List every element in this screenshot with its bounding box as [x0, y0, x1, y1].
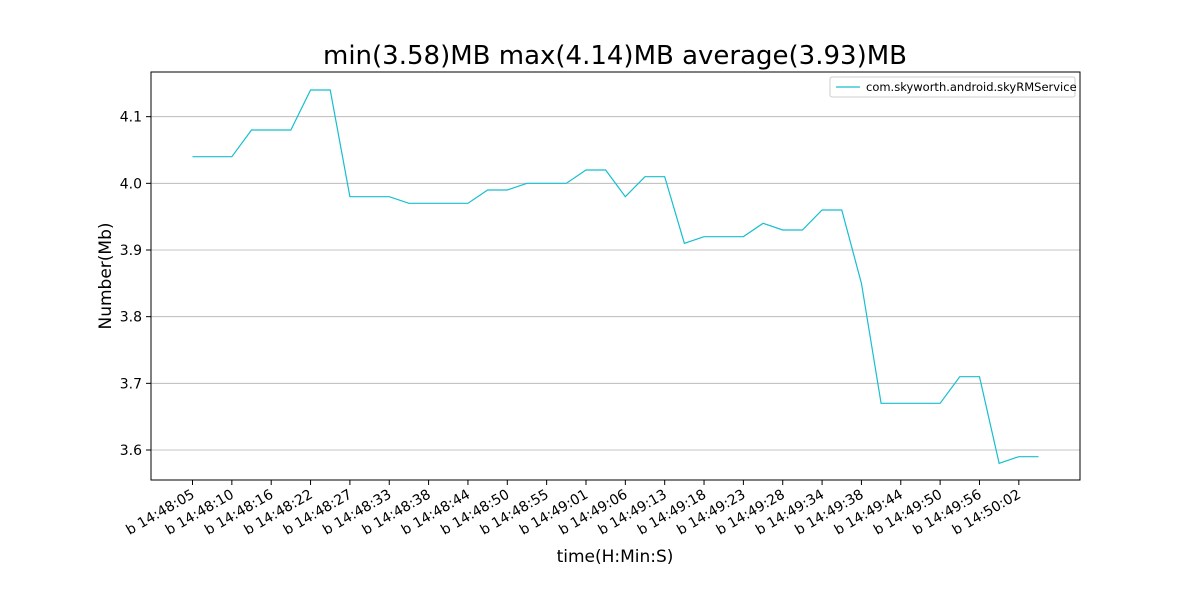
- legend: com.skyworth.android.skyRMService: [829, 76, 1077, 98]
- series-line: [192, 89, 1039, 465]
- y-tick-label: 3.9: [120, 243, 142, 259]
- x-axis-label: time(H:Min:S): [557, 547, 674, 567]
- y-tick-label: 4.0: [120, 176, 142, 192]
- legend-label: com.skyworth.android.skyRMService: [866, 80, 1077, 94]
- y-tick-label: 4.1: [120, 110, 142, 126]
- y-tick-label: 3.6: [120, 443, 142, 459]
- y-tick-label: 3.8: [120, 310, 142, 326]
- y-axis-label: Number(Mb): [96, 222, 116, 329]
- y-tick-label: 3.7: [120, 376, 142, 392]
- legend-box: [829, 76, 1076, 98]
- grid-lines: [151, 116, 1080, 451]
- series-layer: [192, 89, 1039, 465]
- plot-frame: [150, 71, 1081, 481]
- y-axis-ticks: 3.6 3.7 3.8 3.9 4.0 4.1: [120, 110, 151, 459]
- x-axis-ticks: b 14:48:05b 14:48:10b 14:48:16b 14:48:22…: [123, 480, 1024, 539]
- chart-title: min(3.58)MB max(4.14)MB average(3.93)MB: [323, 41, 907, 71]
